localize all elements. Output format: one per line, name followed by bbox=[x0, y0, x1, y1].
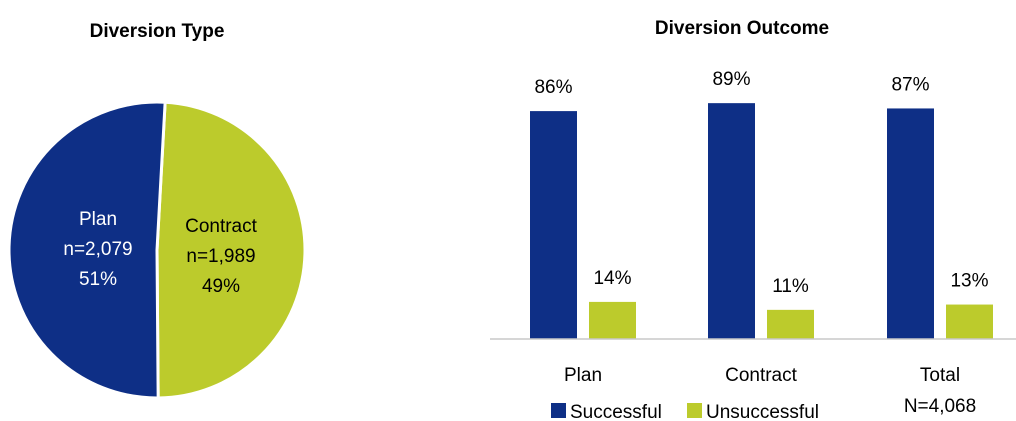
bar-contract-unsuccessful bbox=[767, 309, 814, 339]
category-label-contract: Contract bbox=[725, 365, 798, 386]
pie-chart: Diversion Type Plan n=2,079 51% Contract… bbox=[7, 21, 307, 400]
bar-label-total-unsuccessful: 13% bbox=[950, 271, 988, 292]
pie-slice-label-contract: Contract n=1,989 49% bbox=[185, 216, 258, 297]
bar-plan-unsuccessful bbox=[589, 301, 636, 339]
bar-label-plan-unsuccessful: 14% bbox=[593, 268, 631, 289]
bar-chart: Diversion Outcome 86% 14% 89% 11% 87% 13% Pla… bbox=[490, 18, 1016, 421]
bar-title: Diversion Outcome bbox=[655, 18, 829, 39]
pie-label-contract-n: n=1,989 bbox=[186, 246, 255, 267]
bar-label-total-successful: 87% bbox=[891, 74, 929, 95]
category-labels: Plan Contract Total N=4,068 bbox=[564, 365, 976, 417]
category-label-plan: Plan bbox=[564, 365, 602, 386]
legend-label-unsuccessful: Unsuccessful bbox=[706, 402, 819, 421]
pie-label-contract-name: Contract bbox=[185, 216, 258, 237]
pie-label-plan-percent: 51% bbox=[79, 269, 117, 290]
legend-label-successful: Successful bbox=[570, 402, 662, 421]
bar-total-unsuccessful bbox=[946, 304, 993, 339]
category-sublabel-total: N=4,068 bbox=[904, 396, 976, 417]
legend-swatch-unsuccessful bbox=[687, 403, 702, 418]
pie-label-plan-n: n=2,079 bbox=[63, 239, 132, 260]
legend: Successful Unsuccessful bbox=[551, 402, 819, 421]
bar-value-labels: 86% 14% 89% 11% 87% 13% bbox=[534, 69, 988, 297]
bar-label-plan-successful: 86% bbox=[534, 77, 572, 98]
bar-label-contract-unsuccessful: 11% bbox=[772, 276, 809, 297]
bars bbox=[530, 103, 993, 340]
pie-slices bbox=[7, 100, 307, 400]
bar-plan-successful bbox=[530, 111, 577, 339]
pie-label-contract-percent: 49% bbox=[202, 276, 240, 297]
pie-title: Diversion Type bbox=[90, 21, 225, 42]
pie-label-plan-name: Plan bbox=[79, 209, 117, 230]
bar-contract-successful bbox=[708, 103, 755, 340]
legend-swatch-successful bbox=[551, 403, 566, 418]
category-label-total: Total bbox=[920, 365, 960, 386]
bar-label-contract-successful: 89% bbox=[712, 69, 750, 90]
pie-slice-contract bbox=[155, 100, 307, 400]
pie-slice-plan bbox=[7, 100, 167, 400]
bar-total-successful bbox=[887, 108, 934, 339]
pie-slice-label-plan: Plan n=2,079 51% bbox=[63, 209, 132, 290]
